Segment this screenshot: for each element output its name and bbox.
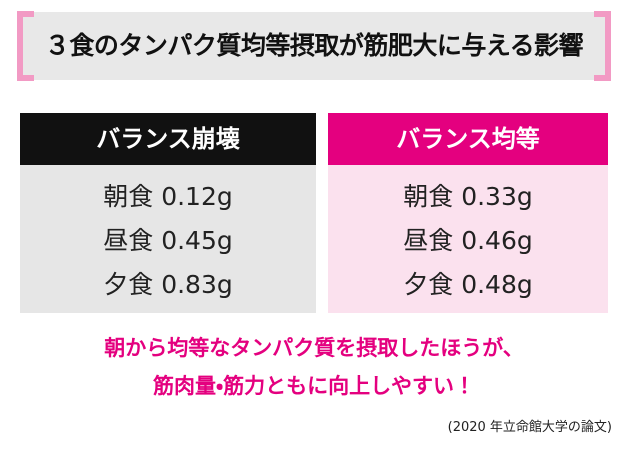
left-bracket bbox=[17, 11, 34, 81]
banner-brackets bbox=[17, 11, 611, 81]
table-cell: 昼食 0.46g bbox=[403, 226, 533, 255]
right-bracket bbox=[594, 11, 611, 81]
source-note: (2020 年立命館大学の論文) bbox=[447, 420, 612, 435]
conclusion-line: 朝から均等なタンパク質を摂取したほうが、 bbox=[104, 336, 524, 360]
table-cell: 朝食 0.12g bbox=[103, 182, 233, 211]
column-heading: バランス崩壊 bbox=[20, 113, 316, 165]
table-cell: 朝食 0.33g bbox=[403, 182, 533, 211]
conclusion-line: 筋肉量・筋力ともに向上しやすい！ bbox=[153, 374, 475, 398]
table-cell: 夕食 0.48g bbox=[403, 270, 533, 299]
title-banner bbox=[18, 12, 610, 80]
column-body: 朝食 0.33g 昼食 0.46g 夕食 0.48g bbox=[328, 165, 608, 313]
table-cell: 昼食 0.45g bbox=[103, 226, 233, 255]
column-body: 朝食 0.12g 昼食 0.45g 夕食 0.83g bbox=[20, 165, 316, 313]
title: ３食のタンパク質均等摂取が筋肥大に与える影響 bbox=[44, 31, 584, 60]
table-cell: 夕食 0.83g bbox=[103, 270, 233, 299]
column-heading: バランス均等 bbox=[328, 113, 608, 165]
